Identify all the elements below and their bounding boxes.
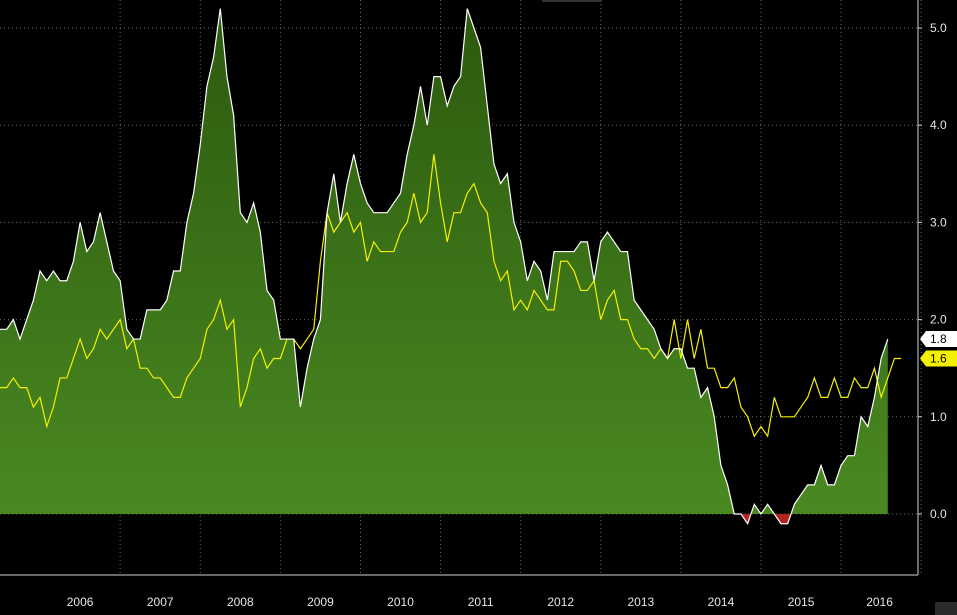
x-tick-label: 2009 xyxy=(307,595,334,609)
x-tick-label: 2008 xyxy=(227,595,254,609)
x-tick-label: 2011 xyxy=(468,595,494,609)
last-value-badges: 1.81.6 xyxy=(920,331,957,367)
core-last-value-badge: 1.6 xyxy=(920,350,957,367)
x-tick-label: 2010 xyxy=(387,595,414,609)
core-series-line xyxy=(0,154,902,438)
y-tick-label: 0.0 xyxy=(930,507,947,521)
series-lines xyxy=(0,8,902,526)
x-axis-ticks: 2006 2007 2008 2009 2010 2011 2012 2013 2014 2015… xyxy=(67,595,893,609)
x-tick-label: 2014 xyxy=(708,595,735,609)
y-tick-label: 1.0 xyxy=(930,410,947,424)
corner-handle[interactable] xyxy=(935,602,957,615)
headline-series-line xyxy=(0,8,889,526)
headline-last-value-badge: 1.8 xyxy=(920,331,957,348)
x-tick-label: 2007 xyxy=(147,595,174,609)
badge-shape xyxy=(920,350,957,367)
y-tick-label: 4.0 xyxy=(930,118,947,132)
x-tick-label: 2013 xyxy=(627,595,654,609)
y-tick-label: 5.0 xyxy=(930,21,947,35)
x-tick-label: 2015 xyxy=(788,595,815,609)
axes xyxy=(0,0,919,576)
headline-area-positive xyxy=(0,8,888,514)
x-tick-label: 2016 xyxy=(866,595,893,609)
badge-label: 1.6 xyxy=(930,351,947,365)
x-tick-label: 2012 xyxy=(547,595,574,609)
y-tick-label: 3.0 xyxy=(930,215,947,229)
badge-label: 1.8 xyxy=(930,332,947,346)
badge-shape xyxy=(920,331,957,348)
y-tick-label: 2.0 xyxy=(930,313,947,327)
y-axis-ticks: 0.0 1.0 2.0 3.0 4.0 5.0 xyxy=(918,21,947,521)
scroll-indicator[interactable] xyxy=(542,0,602,2)
headline-area xyxy=(0,8,888,524)
x-tick-label: 2006 xyxy=(67,595,94,609)
